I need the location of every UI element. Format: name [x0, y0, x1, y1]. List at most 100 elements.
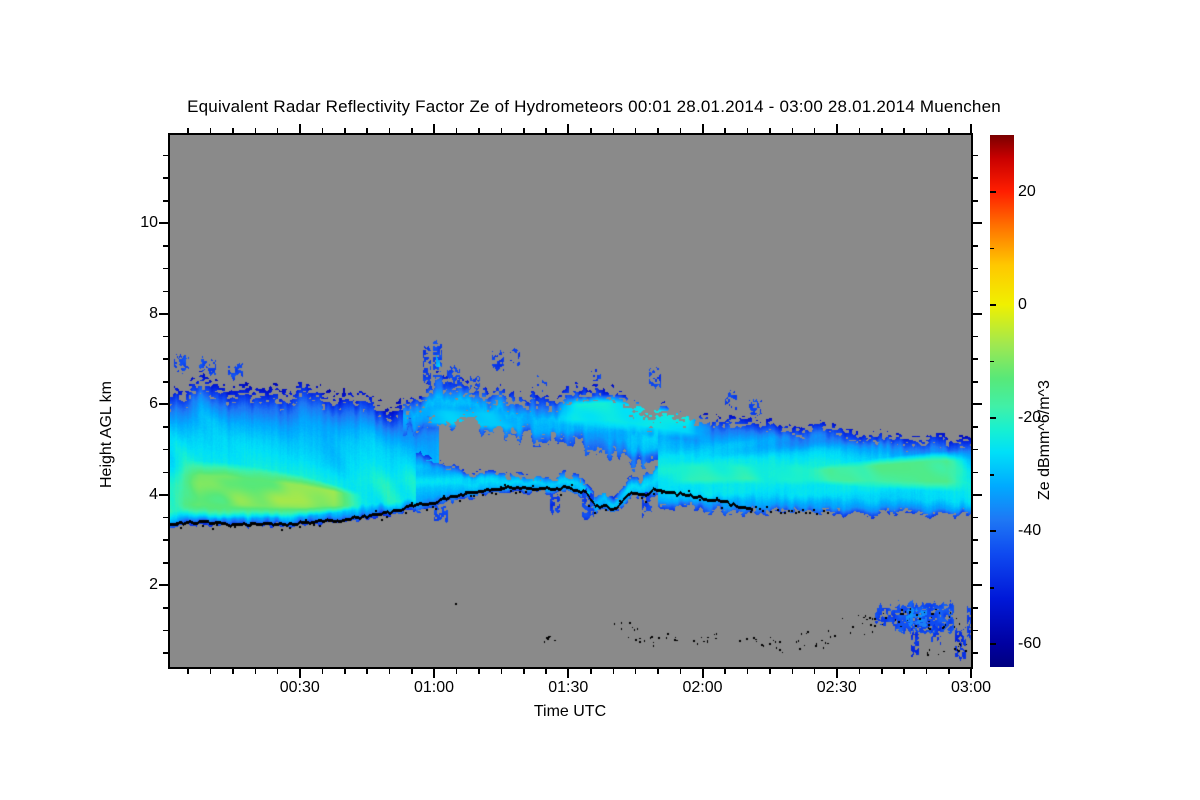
x-axis-minor-tick — [791, 669, 793, 674]
x-axis-minor-tick — [746, 128, 749, 133]
x-axis-minor-tick — [455, 128, 458, 133]
y-axis-tick — [973, 584, 982, 587]
y-axis-minor-tick — [163, 539, 168, 541]
colorbar — [990, 135, 1014, 667]
y-axis-tick-label: 6 — [149, 395, 158, 413]
x-axis-minor-tick — [187, 669, 189, 674]
x-axis-tick — [701, 669, 704, 678]
x-axis-tick — [701, 124, 704, 133]
y-axis-minor-tick — [973, 245, 978, 247]
x-axis-minor-tick — [254, 128, 257, 133]
y-axis-minor-tick — [973, 516, 978, 519]
x-axis-tick — [835, 124, 838, 133]
y-axis-tick — [973, 222, 982, 225]
y-axis-minor-tick — [163, 177, 168, 179]
x-axis-minor-tick — [500, 128, 503, 133]
y-axis-minor-tick — [973, 562, 978, 564]
x-axis-minor-tick — [232, 669, 234, 674]
colorbar-tick-label: -40 — [1018, 522, 1042, 540]
x-axis-minor-tick — [523, 128, 525, 133]
colorbar-tick — [990, 303, 996, 306]
y-axis-minor-tick — [973, 471, 978, 474]
x-axis-minor-tick — [948, 669, 950, 674]
x-axis-minor-tick — [545, 128, 547, 133]
y-axis-tick-label: 2 — [149, 576, 158, 594]
x-axis-minor-tick — [590, 669, 592, 674]
x-axis-minor-tick — [344, 128, 346, 133]
x-axis-tick-label: 01:00 — [413, 679, 455, 696]
y-axis-tick-label: 10 — [140, 214, 158, 232]
y-axis-tick — [973, 312, 982, 315]
x-axis-tick — [567, 124, 570, 133]
x-axis-minor-tick — [344, 669, 346, 674]
x-axis-minor-tick — [209, 669, 212, 674]
y-axis-minor-tick — [973, 290, 978, 293]
x-axis-minor-tick — [612, 128, 614, 133]
x-axis-minor-tick — [321, 669, 324, 674]
x-axis-minor-tick — [545, 669, 547, 674]
x-axis-minor-tick — [209, 128, 212, 133]
x-axis-minor-tick — [881, 128, 883, 133]
y-axis-tick-label: 4 — [149, 485, 158, 503]
y-axis-minor-tick — [973, 335, 978, 338]
x-axis-minor-tick — [388, 669, 391, 674]
x-axis-tick-label: 01:30 — [548, 679, 589, 696]
y-axis-minor-tick — [973, 607, 978, 609]
x-axis-minor-tick — [366, 128, 368, 133]
x-axis-minor-tick — [948, 128, 950, 133]
colorbar-minor-tick — [990, 587, 994, 589]
x-axis-tick — [835, 669, 838, 678]
colorbar-tick-label: -60 — [1018, 635, 1042, 653]
y-axis-tick — [159, 584, 168, 587]
x-axis-minor-tick — [411, 128, 413, 133]
y-axis-minor-tick — [973, 629, 978, 632]
x-axis-minor-tick — [612, 669, 614, 674]
x-axis-minor-tick — [254, 669, 257, 674]
y-axis-minor-tick — [973, 652, 978, 654]
x-axis-tick — [567, 669, 570, 678]
y-axis-minor-tick — [163, 245, 168, 247]
y-axis-tick — [973, 403, 982, 406]
x-axis-minor-tick — [813, 669, 816, 674]
colorbar-minor-tick — [990, 474, 994, 476]
x-axis-minor-tick — [724, 128, 726, 133]
x-axis-tick — [433, 669, 436, 678]
radar-heatmap — [170, 135, 972, 668]
x-axis-tick — [298, 124, 301, 133]
y-axis-minor-tick — [163, 426, 168, 428]
x-axis-tick — [433, 124, 436, 133]
x-axis-minor-tick — [478, 669, 480, 674]
x-axis-tick — [970, 669, 972, 678]
x-axis-minor-tick — [903, 669, 905, 674]
y-axis-minor-tick — [163, 335, 168, 338]
x-axis-tick-label: 00:30 — [279, 679, 320, 696]
x-axis-minor-tick — [411, 669, 413, 674]
colorbar-minor-tick — [990, 247, 994, 250]
x-axis-minor-tick — [388, 128, 391, 133]
x-axis-minor-tick — [679, 669, 682, 674]
y-axis-minor-tick — [973, 448, 978, 451]
x-axis-minor-tick — [657, 128, 659, 133]
x-axis-minor-tick — [478, 128, 480, 133]
x-axis-tick-label: 02:00 — [682, 679, 723, 696]
x-axis-minor-tick — [746, 669, 749, 674]
x-axis-minor-tick — [858, 669, 861, 674]
x-axis-minor-tick — [276, 669, 279, 674]
x-axis-minor-tick — [523, 669, 525, 674]
y-axis-tick — [159, 493, 168, 496]
x-axis-minor-tick — [724, 669, 726, 674]
x-axis-tick — [970, 124, 972, 133]
x-axis-tick-label: 03:00 — [950, 679, 992, 696]
y-axis-minor-tick — [163, 607, 168, 609]
x-axis-minor-tick — [791, 128, 793, 133]
y-axis-title: Height AGL km — [98, 380, 115, 488]
x-axis-minor-tick — [769, 669, 771, 674]
x-axis-minor-tick — [634, 669, 637, 674]
y-axis-minor-tick — [973, 154, 978, 157]
colorbar-tick — [990, 643, 996, 646]
x-axis-minor-tick — [679, 128, 682, 133]
x-axis-minor-tick — [925, 128, 928, 133]
x-axis-minor-tick — [903, 128, 905, 133]
x-axis-minor-tick — [634, 128, 637, 133]
y-axis-minor-tick — [973, 539, 978, 541]
